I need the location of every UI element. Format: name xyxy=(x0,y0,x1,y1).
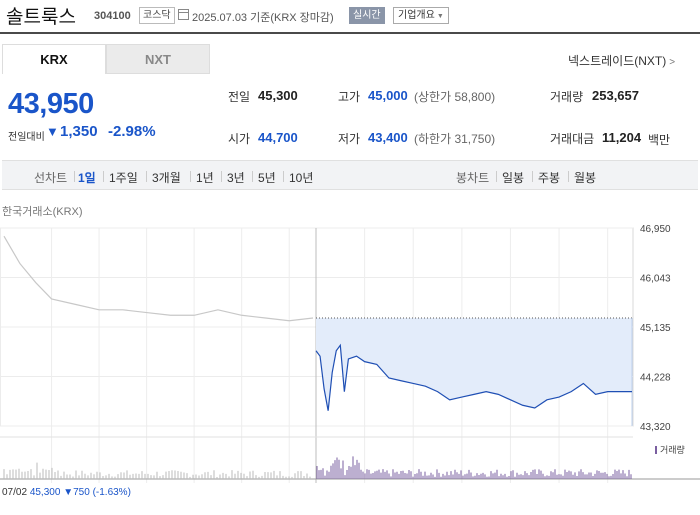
current-price: 43,950 xyxy=(8,88,94,120)
high-value: 45,000 xyxy=(368,88,408,103)
candle-weekly[interactable]: 주봉 xyxy=(538,171,561,185)
stock-header: 솔트룩스 304100 코스닥 2025.07.03 기준(KRX 장마감) 실… xyxy=(0,0,700,34)
candle-chart-label: 봉차트 xyxy=(456,171,490,185)
divider xyxy=(283,171,284,182)
divider xyxy=(74,171,75,182)
divider xyxy=(532,171,533,182)
chart-source: 한국거래소(KRX) xyxy=(2,206,83,218)
open-value: 44,700 xyxy=(258,130,298,145)
high-label: 고가 xyxy=(338,90,361,104)
chevron-right-icon: > xyxy=(669,57,676,68)
prev-day-summary: 07/02 45,300 ▼750 (-1.63%) xyxy=(2,487,131,498)
divider xyxy=(568,171,569,182)
period-3m[interactable]: 3개월 xyxy=(152,171,181,185)
y-tick-label: 46,950 xyxy=(640,224,671,235)
prev-day-rate: (-1.63%) xyxy=(92,487,131,498)
line-chart-label: 선차트 xyxy=(34,171,68,185)
stock-name: 솔트룩스 xyxy=(6,7,76,28)
y-tick-label: 44,228 xyxy=(640,372,671,383)
period-10y[interactable]: 10년 xyxy=(289,171,314,185)
area-today xyxy=(316,318,632,411)
volume-value: 253,657 xyxy=(592,88,639,103)
lower-limit: (하한가 31,750) xyxy=(414,132,496,146)
candle-monthly[interactable]: 월봉 xyxy=(574,171,597,185)
divider xyxy=(496,171,497,182)
divider xyxy=(252,171,253,182)
realtime-badge[interactable]: 실시간 xyxy=(349,7,385,24)
divider xyxy=(103,171,104,182)
prev-close-value: 45,300 xyxy=(258,88,298,103)
period-1y[interactable]: 1년 xyxy=(196,171,214,185)
divider xyxy=(190,171,191,182)
period-5y[interactable]: 5년 xyxy=(258,171,276,185)
divider xyxy=(146,171,147,182)
prev-day-line xyxy=(3,235,314,322)
volume-legend: 거래량 xyxy=(655,443,685,456)
tab-krx[interactable]: KRX xyxy=(2,44,106,74)
low-label: 저가 xyxy=(338,132,361,146)
low-value: 43,400 xyxy=(368,130,408,145)
down-arrow-icon: ▼ xyxy=(46,124,59,139)
volume-label: 거래량 xyxy=(550,90,584,104)
caret-down-icon: ▼ xyxy=(436,13,444,20)
tab-nxt[interactable]: NXT xyxy=(106,44,210,74)
divider xyxy=(221,171,222,182)
open-label: 시가 xyxy=(228,132,251,146)
period-bar: 선차트 1일 1주일 3개월 1년 3년 5년 10년 봉차트 일봉 주봉 월봉 xyxy=(2,160,698,190)
nextrade-link-label: 넥스트레이드(NXT) xyxy=(568,54,667,68)
company-overview-label: 기업개요 xyxy=(398,10,435,21)
amount-value: 11,204 xyxy=(602,130,642,145)
prev-day-price: 45,300 xyxy=(29,487,61,498)
volume-swatch xyxy=(655,446,657,454)
calendar-icon xyxy=(178,9,189,20)
change-rate: -2.98% xyxy=(108,123,156,140)
today-line xyxy=(315,343,632,411)
y-tick-label: 46,043 xyxy=(640,273,671,284)
prev-day-change: ▼750 xyxy=(63,487,90,498)
period-3y[interactable]: 3년 xyxy=(227,171,245,185)
amount-unit: 백만 xyxy=(648,133,671,147)
candle-daily[interactable]: 일봉 xyxy=(502,171,525,185)
company-overview-button[interactable]: 기업개요 ▼ xyxy=(393,7,449,24)
prev-close-label: 전일 xyxy=(228,90,251,104)
y-tick-label: 45,135 xyxy=(640,323,671,334)
change-label: 전일대비 xyxy=(8,132,45,143)
prev-day-date: 07/02 xyxy=(2,487,28,498)
change-amount: 1,350 xyxy=(60,123,98,140)
stock-code: 304100 xyxy=(94,10,131,22)
period-1d[interactable]: 1일 xyxy=(78,171,96,185)
nextrade-link[interactable]: 넥스트레이드(NXT) > xyxy=(568,52,675,69)
price-chart[interactable]: 46,95046,04345,13544,22843,32007/0310:00… xyxy=(0,215,700,485)
period-1w[interactable]: 1주일 xyxy=(109,171,138,185)
y-tick-label: 43,320 xyxy=(640,422,671,433)
volume-legend-label: 거래량 xyxy=(660,445,685,455)
market-badge: 코스닥 xyxy=(139,7,175,24)
base-date: 2025.07.03 기준(KRX 장마감) xyxy=(192,12,334,24)
amount-label: 거래대금 xyxy=(550,132,595,146)
upper-limit: (상한가 58,800) xyxy=(414,90,496,104)
